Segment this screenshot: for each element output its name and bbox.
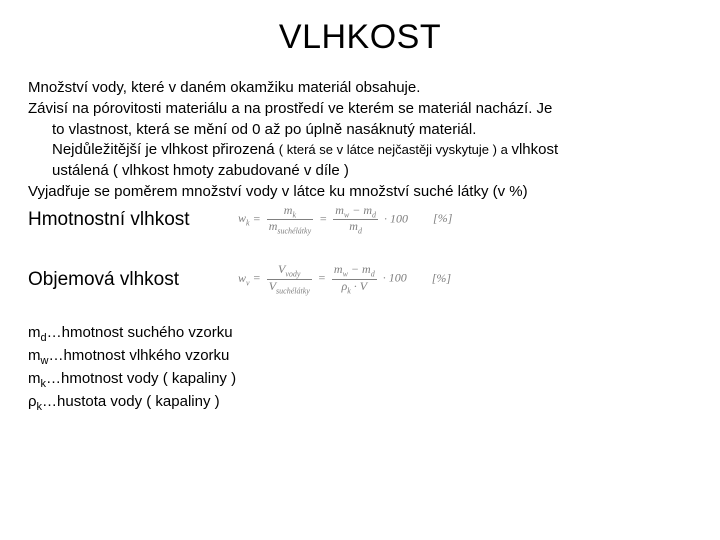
legend-line-2: mw…hmotnost vlhkého vzorku [28,346,692,369]
page-title: VLHKOST [28,18,692,57]
volume-humidity-row: Objemová vlhkost wv = Vvody Vsuchélátky … [28,263,692,295]
spacer [28,235,692,261]
mass-humidity-row: Hmotnostní vlhkost wk = mk msuchélátky =… [28,204,692,236]
formula-unit: [%] [432,271,451,285]
formula-lhs: wv [238,271,250,285]
text-run-small: ( vlhkost hmoty zabudované v díle ) [113,162,349,179]
body-text: Množství vody, které v daném okamžiku ma… [28,79,692,414]
legend-line-3: mk…hmotnost vody ( kapaliny ) [28,369,692,392]
fraction-2: mw − md ρk · V [332,263,377,295]
formula-lhs: wk [238,211,250,225]
formula-tail: · 100 [384,211,408,225]
volume-humidity-label: Objemová vlhkost [28,269,238,291]
fraction-1: mk msuchélátky [267,204,313,236]
volume-humidity-formula: wv = Vvody Vsuchélátky = mw − md ρk · V … [238,263,451,295]
paragraph-2-line2: to vlastnost, která se mění od 0 až po ú… [28,121,692,140]
text-run-small: ( která se v látce nejčastěji vyskytuje … [279,142,512,157]
mass-humidity-formula: wk = mk msuchélátky = mw − md md · 100 [… [238,204,452,236]
formula-tail: · 100 [383,271,407,285]
legend-line-4: ρk…hustota vody ( kapaliny ) [28,392,692,415]
formula-unit: [%] [433,211,452,225]
paragraph-3: Vyjadřuje se poměrem množství vody v lát… [28,183,692,202]
text-run: Nejdůležitější je vlhkost přirozená [52,141,279,158]
text-run: vlhkost [511,141,558,158]
fraction-2: mw − md md [333,204,378,236]
paragraph-2-line3: Nejdůležitější je vlhkost přirozená ( kt… [28,141,692,160]
paragraph-2-line1: Závisí na pórovitosti materiálu a na pro… [28,100,692,119]
paragraph-2-line4: ustálená ( vlhkost hmoty zabudované v dí… [28,162,692,181]
paragraph-1: Množství vody, které v daném okamžiku ma… [28,79,692,98]
slide: VLHKOST Množství vody, které v daném oka… [0,0,720,540]
legend: md…hmotnost suchého vzorku mw…hmotnost v… [28,323,692,414]
text-run: ustálená [52,162,113,179]
mass-humidity-label: Hmotnostní vlhkost [28,209,238,231]
legend-line-1: md…hmotnost suchého vzorku [28,323,692,346]
fraction-1: Vvody Vsuchélátky [267,263,312,295]
